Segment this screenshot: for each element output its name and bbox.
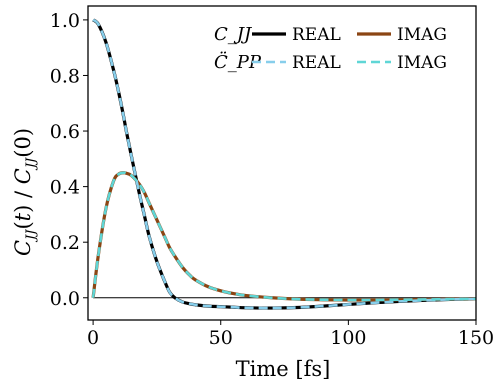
series-layer	[91, 18, 477, 310]
y-tick-label: 0.4	[50, 177, 80, 199]
legend-prefix-0: C_JJ	[214, 24, 253, 45]
y-tick-label: 1.0	[50, 10, 80, 32]
x-tick-label: 150	[458, 327, 494, 349]
x-axis-label: Time [fs]	[236, 357, 331, 381]
plot-frame	[87, 5, 477, 321]
legend-label-1-1: IMAG	[397, 53, 447, 73]
y-tick-label: 0.2	[50, 232, 80, 254]
x-tick-label: 50	[209, 327, 233, 349]
x-tick-label: 0	[87, 327, 99, 349]
legend-label-0-0: REAL	[292, 25, 341, 45]
x-tick-label: 100	[330, 327, 366, 349]
series-line-3	[91, 171, 477, 302]
legend: C_JJ REAL IMAG C̈_PP REAL IMAG	[214, 24, 447, 73]
y-tick-label: 0.8	[50, 65, 80, 87]
y-tick-label: 0.6	[50, 121, 80, 143]
series-line-2	[92, 18, 477, 310]
legend-label-1-0: REAL	[292, 53, 341, 73]
y-axis-label: CJJ(t) / CJJ(0)	[11, 128, 39, 256]
y-tick-label: 0.0	[50, 288, 80, 310]
legend-prefix-1: C̈_PP	[214, 51, 262, 73]
ticks-layer: 0 50 100 150 0.0 0.2 0.4 0.6 0.8 1.0	[50, 10, 494, 349]
legend-label-0-1: IMAG	[397, 25, 447, 45]
